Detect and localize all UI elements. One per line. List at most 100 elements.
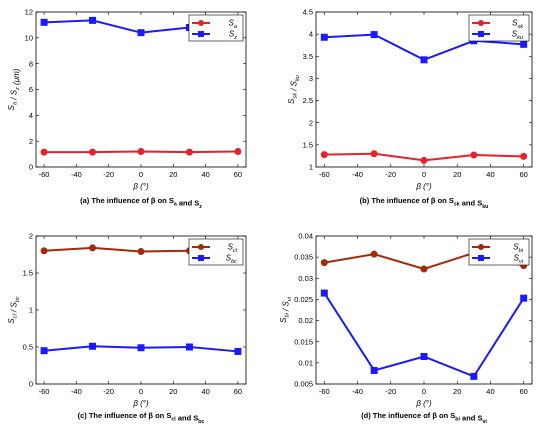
data-point [320, 259, 328, 267]
legend-marker [198, 244, 204, 250]
y-tick-label: 0 [29, 380, 33, 389]
x-tick-label: 0 [422, 170, 426, 179]
data-point [185, 148, 193, 156]
data-point [520, 294, 528, 302]
y-tick-label: 0.025 [294, 295, 313, 304]
y-tick-label: 8 [29, 59, 33, 68]
data-point [370, 250, 378, 258]
x-tick-label: -20 [385, 170, 396, 179]
y-tick-label: 1 [309, 163, 313, 172]
x-tick-label: 40 [486, 170, 494, 179]
x-tick-label: -40 [352, 170, 363, 179]
x-tick-label: -20 [103, 170, 114, 179]
legend-marker [198, 20, 204, 26]
y-tick-label: 0.005 [294, 380, 313, 389]
data-point [137, 29, 145, 37]
x-tick-label: 60 [520, 170, 528, 179]
chart-0: -60 -40 -20 0 20 40 60 0 2 4 6 8 10 12 β (°) Sa / Sz (μ… [7, 8, 247, 210]
data-point [370, 150, 378, 158]
legend-marker [198, 31, 204, 37]
legend-marker [478, 255, 484, 261]
x-tick-label: -40 [71, 387, 82, 396]
data-point [89, 342, 97, 350]
legend-entry: Sz [229, 30, 237, 42]
x-tick-label: 60 [520, 387, 528, 396]
data-point [185, 343, 193, 351]
data-point [470, 372, 478, 380]
x-axis-label: β (°) [415, 182, 432, 191]
x-tick-label: 40 [486, 387, 494, 396]
y-axis-label: Sbi / Svi [279, 296, 293, 323]
y-tick-label: 3 [309, 74, 313, 83]
y-tick-label: 0.01 [298, 358, 313, 367]
y-axis-label: Ssk / Sku [287, 75, 301, 104]
y-tick-label: 1.5 [23, 269, 33, 278]
y-tick-label: 2 [29, 137, 33, 146]
y-tick-label: 10 [25, 33, 33, 42]
x-tick-label: 40 [201, 170, 209, 179]
data-point [320, 289, 328, 297]
x-tick-label: -40 [71, 170, 82, 179]
legend-entry: Sku [512, 30, 523, 42]
data-point [40, 18, 48, 26]
x-tick-label: -60 [319, 387, 330, 396]
x-tick-label: -40 [352, 387, 363, 396]
y-tick-label: 1 [29, 306, 33, 315]
data-point [470, 151, 478, 159]
data-point [234, 347, 242, 355]
x-tick-label: 0 [422, 387, 426, 396]
data-point [420, 265, 428, 273]
y-tick-label: 0.015 [294, 337, 313, 346]
x-tick-label: -60 [39, 387, 50, 396]
chart-caption: (b) The influence of β on Ssk and Sku [360, 196, 489, 210]
data-point [420, 353, 428, 361]
y-tick-label: 6 [29, 85, 33, 94]
chart-caption: (c) The influence of β on Scl and Sbc [78, 411, 205, 425]
data-point [40, 148, 48, 156]
x-axis-label: β (°) [132, 399, 149, 408]
legend-entry: Sa [229, 19, 237, 31]
y-tick-label: 4.5 [303, 8, 313, 17]
x-tick-label: 60 [234, 170, 242, 179]
legend-marker [478, 31, 484, 37]
legend-entry: Svi [514, 254, 524, 266]
legend-marker [478, 20, 484, 26]
data-point [520, 152, 528, 160]
data-point [137, 344, 145, 352]
x-tick-label: -20 [385, 387, 396, 396]
x-tick-label: 0 [139, 387, 143, 396]
chart-caption: (d) The influence of β on Sbi and Svi [361, 411, 487, 425]
data-point [420, 56, 428, 64]
legend-marker [478, 244, 484, 250]
chart-caption: (a) The influence of β on Sa and Sz [80, 196, 202, 210]
data-point [320, 151, 328, 159]
legend-entry: Sbi [513, 243, 523, 255]
chart-3: -60 -40 -20 0 20 40 60 0.005 0.01 0.015 0.02 0.025 0… [279, 232, 533, 425]
y-tick-label: 3.5 [303, 52, 313, 61]
y-tick-label: 2 [29, 232, 33, 241]
y-tick-label: 1.5 [303, 140, 313, 149]
x-tick-label: 40 [201, 387, 209, 396]
x-axis-label: β (°) [132, 182, 149, 191]
data-point [137, 248, 145, 256]
legend-entry: Sbc [226, 254, 237, 266]
x-tick-label: 0 [139, 170, 143, 179]
y-tick-label: 4 [309, 30, 313, 39]
x-tick-label: -20 [103, 387, 114, 396]
x-tick-label: 20 [169, 170, 177, 179]
y-axis-label: Sa / Sz (μm) [7, 68, 21, 110]
y-tick-label: 0.035 [294, 253, 313, 262]
data-point [137, 148, 145, 155]
legend-marker [198, 255, 204, 261]
data-point [370, 31, 378, 39]
data-point [520, 40, 528, 48]
y-tick-label: 2 [309, 118, 313, 127]
chart-2: -60 -40 -20 0 20 40 60 0 0.5 1 1.5 2 β (°) Scl / Sbc S… [7, 232, 247, 425]
data-point [234, 148, 242, 155]
y-axis-label: Scl / Sbc [7, 296, 21, 324]
data-point [40, 347, 48, 355]
data-point [320, 33, 328, 41]
